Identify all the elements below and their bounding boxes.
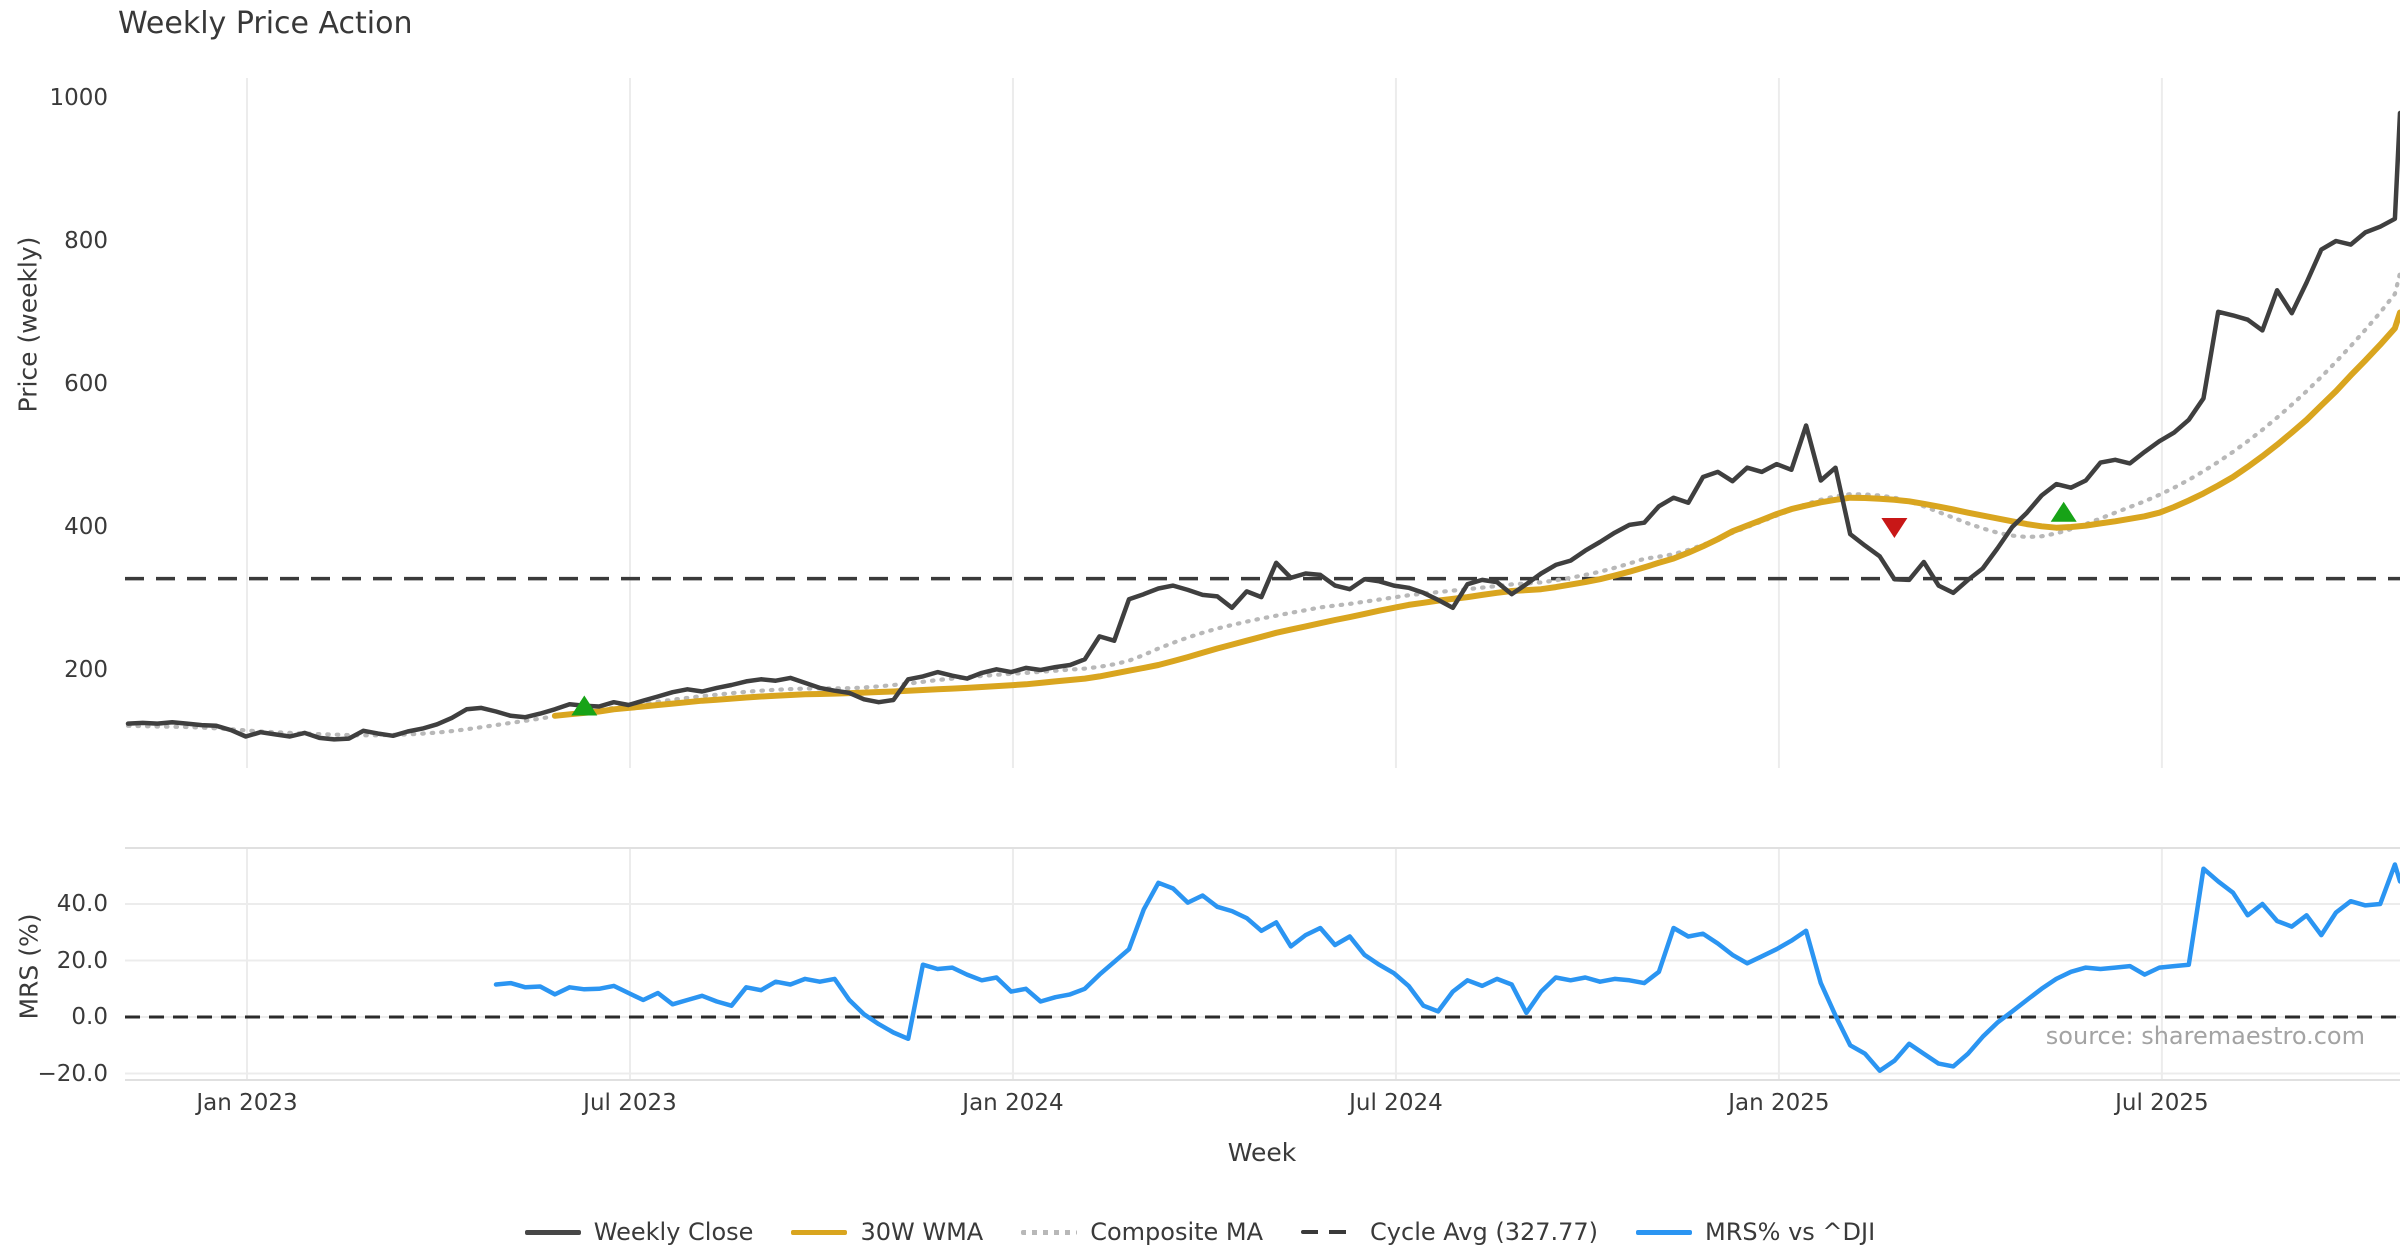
- wma-line: [551, 309, 2400, 719]
- x-tick-label: Jul 2023: [583, 1090, 677, 1116]
- legend-item: 30W WMA: [791, 1218, 983, 1246]
- legend-line-swatch: [1301, 1229, 1358, 1235]
- legend-line-swatch: [1021, 1229, 1078, 1235]
- x-tick-label: Jan 2023: [196, 1090, 298, 1116]
- x-tick-label: Jan 2025: [1728, 1090, 1830, 1116]
- legend-line-swatch: [791, 1229, 848, 1235]
- x-axis-label: Week: [1227, 1138, 1297, 1167]
- legend-label: Weekly Close: [593, 1218, 754, 1246]
- legend-label: Cycle Avg (327.77): [1370, 1218, 1599, 1246]
- buy-marker: [2050, 501, 2077, 522]
- mrs-ytick-label: 0.0: [71, 1004, 108, 1030]
- price-ytick-label: 600: [64, 371, 108, 397]
- price-ytick-label: 1000: [49, 85, 108, 111]
- legend-label: Composite MA: [1090, 1218, 1264, 1246]
- legend-item: Cycle Avg (327.77): [1301, 1218, 1598, 1246]
- source-attribution: source: sharemaestro.com: [2045, 1022, 2365, 1050]
- legend-label: MRS% vs ^DJI: [1705, 1218, 1876, 1246]
- mrs-ytick-label: 20.0: [56, 947, 108, 974]
- legend-line-swatch: [1636, 1229, 1693, 1235]
- mrs-ytick-label: 40.0: [56, 891, 108, 917]
- x-tick-label: Jan 2024: [962, 1090, 1064, 1116]
- legend-item: Weekly Close: [524, 1218, 754, 1246]
- chart-legend: Weekly Close 30W WMA Composite MA Cycle Avg…: [0, 1218, 2400, 1246]
- buy-marker: [571, 695, 598, 716]
- legend-item: MRS% vs ^DJI: [1636, 1218, 1875, 1246]
- weekly-close-line: [125, 110, 2400, 742]
- composite-ma-line: [125, 271, 2400, 738]
- chart-title: Weekly Price Action: [118, 6, 413, 41]
- mrs-line: [493, 862, 2400, 1073]
- sell-marker: [1881, 518, 1908, 538]
- x-tick-label: Jul 2025: [2115, 1090, 2209, 1116]
- legend-item: Composite MA: [1021, 1218, 1263, 1246]
- legend-line-swatch: [524, 1229, 581, 1235]
- x-tick-label: Jul 2024: [1349, 1090, 1443, 1116]
- price-ytick-label: 200: [64, 657, 108, 683]
- mrs-ytick-label: −20.0: [37, 1060, 108, 1087]
- legend-label: 30W WMA: [860, 1218, 984, 1246]
- price-ytick-label: 400: [64, 514, 108, 540]
- price-ytick-label: 800: [64, 228, 108, 254]
